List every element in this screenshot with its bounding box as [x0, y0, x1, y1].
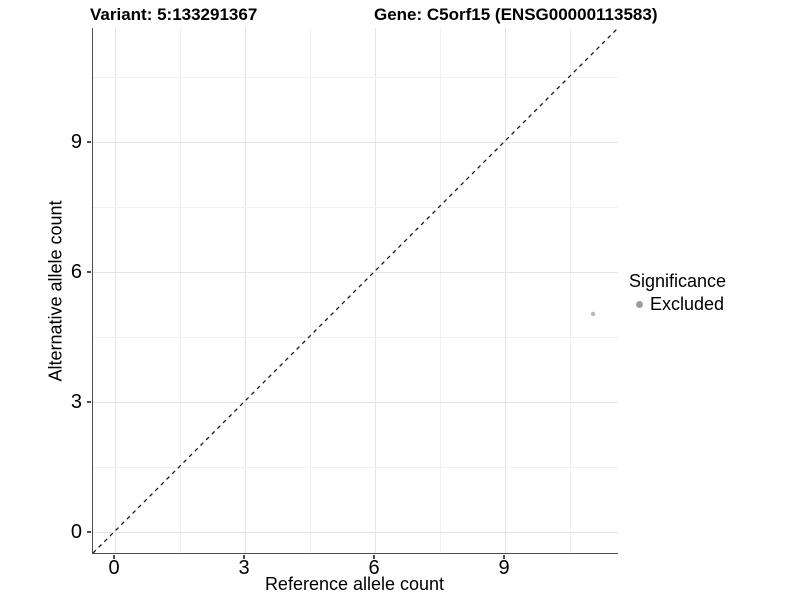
y-tick-label: 6 — [70, 261, 82, 283]
y-tick-mark — [87, 141, 91, 143]
y-tick-mark — [87, 401, 91, 403]
plot-title-variant: Variant: 5:133291367 — [90, 5, 258, 24]
panel-overlay — [93, 28, 618, 553]
plot-title-gene: Gene: C5orf15 (ENSG00000113583) — [374, 5, 658, 24]
x-tick-mark — [243, 554, 245, 559]
legend-item-excluded: Excluded — [629, 294, 726, 315]
y-tick-label: 0 — [70, 521, 82, 543]
y-tick-mark — [87, 271, 91, 273]
x-tick-mark — [373, 554, 375, 559]
x-tick-label: 9 — [498, 557, 510, 579]
legend-title: Significance — [629, 271, 727, 291]
x-tick-label: 6 — [368, 557, 380, 579]
x-axis-title: Reference allele count — [264, 574, 445, 594]
data-point-excluded — [590, 311, 596, 317]
x-tick-mark — [503, 554, 505, 559]
x-tick-label: 0 — [108, 557, 120, 579]
y-tick-label: 3 — [70, 391, 82, 413]
x-tick-label: 3 — [238, 557, 250, 579]
x-tick-mark — [113, 554, 115, 559]
legend-item-label: Excluded — [650, 294, 725, 314]
y-tick-mark — [87, 531, 91, 533]
plot-panel — [92, 28, 618, 554]
legend: Significance Excluded — [629, 271, 726, 315]
legend-point-icon — [636, 301, 643, 308]
y-axis-title: Alternative allele count — [45, 200, 66, 382]
identity-dashed-line — [93, 28, 618, 553]
y-tick-label: 9 — [70, 131, 82, 153]
